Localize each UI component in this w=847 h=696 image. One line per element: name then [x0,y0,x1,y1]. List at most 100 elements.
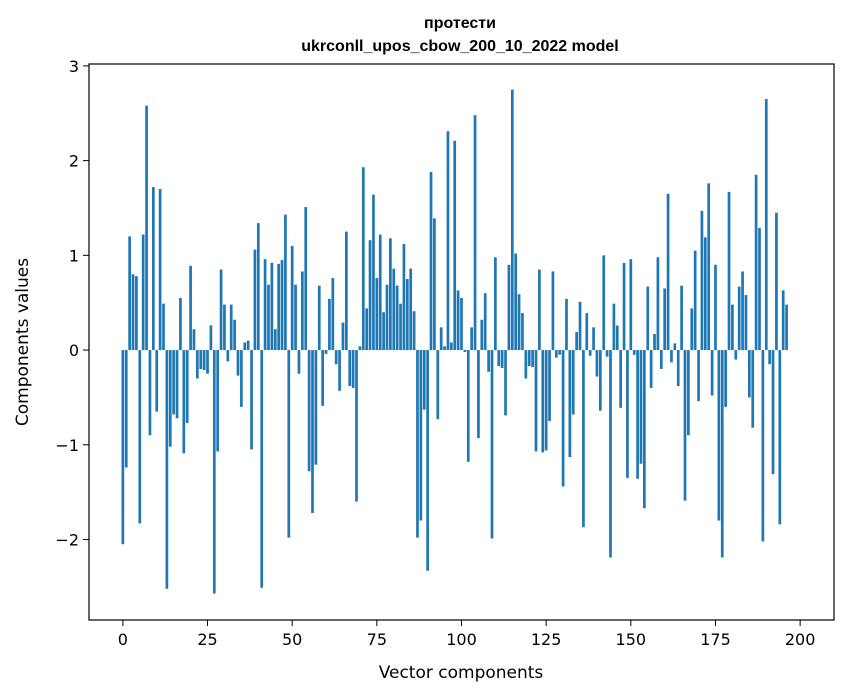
bar-90 [426,350,429,571]
bar-27 [212,350,216,594]
bar-48 [284,214,287,351]
bar-131 [565,298,568,351]
bar-19 [185,350,189,423]
bar-78 [385,284,389,351]
bar-194 [778,350,782,525]
bar-112 [500,350,504,369]
bar-136 [582,350,585,528]
bar-43 [267,284,270,351]
bar-11 [158,189,162,351]
bar-45 [273,329,277,351]
bar-53 [300,271,304,351]
bar-51 [294,284,297,351]
bar-67 [348,350,352,387]
bar-2 [128,236,131,351]
bar-191 [768,350,772,365]
bar-5 [138,350,142,524]
bar-99 [456,290,460,351]
bar-46 [277,263,280,351]
bar-142 [602,255,606,351]
bar-9 [151,187,155,351]
bar-59 [321,350,325,406]
bar-74 [372,194,375,351]
bar-187 [754,174,758,351]
bar-94 [439,327,443,351]
bar-47 [280,260,284,351]
bar-16 [175,350,179,419]
bar-185 [747,350,751,398]
bar-55 [307,350,311,472]
bar-183 [741,271,744,351]
bar-110 [494,257,497,351]
bar-103 [470,327,474,351]
bar-139 [592,327,595,351]
x-tick-label: 25 [197,630,217,649]
bar-146 [615,325,619,351]
x-tick-label: 100 [446,630,477,649]
bar-129 [558,350,562,355]
bar-182 [737,286,741,351]
bar-162 [670,350,673,363]
bar-181 [734,350,738,360]
bar-65 [341,322,345,351]
bar-128 [554,350,558,358]
bar-104 [473,115,477,351]
x-tick-label: 150 [616,630,647,649]
bar-50 [290,245,294,351]
bar-23 [199,350,203,369]
bar-96 [446,131,450,351]
bar-115 [510,89,514,351]
bar-63 [334,350,338,365]
bar-178 [724,350,727,407]
bar-26 [209,325,213,351]
bar-175 [714,264,717,351]
bar-174 [710,350,714,396]
bar-6 [141,234,145,351]
bar-120 [527,350,531,367]
bar-95 [443,346,446,351]
bar-35 [240,350,243,407]
bar-60 [324,350,328,354]
bar-140 [595,350,599,377]
bar-173 [707,183,711,351]
x-axis-label: Vector components [379,663,544,683]
y-tick-label: −1 [55,436,79,455]
bar-196 [785,304,788,351]
bar-75 [375,278,379,351]
bar-125 [544,350,548,451]
bar-42 [263,259,267,351]
bar-79 [389,238,392,351]
bar-154 [643,350,646,509]
bar-169 [693,250,697,351]
bar-31 [226,350,230,362]
x-tick-label: 175 [700,630,731,649]
bar-190 [764,99,768,351]
bar-69 [355,350,358,502]
bar-100 [460,297,463,351]
bar-15 [172,350,176,415]
bar-66 [345,231,348,351]
y-tick-label: −2 [55,530,79,549]
bar-138 [588,350,592,356]
bar-4 [135,276,138,351]
bar-148 [622,262,626,351]
bar-126 [548,350,551,422]
chart-title-line-2: ukrconll_upos_cbow_200_10_2022 model [301,38,618,55]
bar-29 [219,269,223,351]
bar-38 [250,350,253,450]
bar-155 [646,286,650,351]
bar-159 [659,350,663,369]
bar-158 [656,257,660,351]
bar-193 [775,212,778,351]
bar-150 [629,259,633,351]
bar-86 [412,311,416,351]
bar-44 [270,262,274,351]
bar-143 [605,350,609,357]
bar-98 [453,140,457,351]
bar-117 [517,294,521,351]
bar-109 [490,350,494,539]
bar-161 [666,193,670,351]
bar-32 [229,304,233,351]
bar-153 [639,350,643,464]
